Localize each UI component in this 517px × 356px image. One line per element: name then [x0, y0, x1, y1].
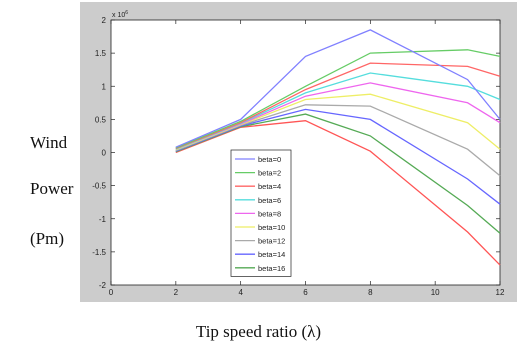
x-tick-label: 2 — [174, 288, 179, 297]
x-tick-label: 6 — [303, 288, 308, 297]
series-line-beta=14 — [175, 108, 501, 205]
series-line-beta=0 — [175, 29, 501, 148]
x-tick-label: 12 — [496, 288, 505, 297]
series-line-beta=2 — [175, 49, 501, 149]
legend-label: beta=14 — [258, 250, 285, 259]
y-axis-label-line-2: Power — [30, 179, 74, 198]
y-tick-label: -1 — [99, 215, 107, 224]
x-axis-label: Tip speed ratio (λ) — [195, 322, 322, 341]
legend-label: beta=8 — [258, 209, 281, 218]
x-tick-label: 10 — [431, 288, 440, 297]
legend-label: beta=10 — [258, 223, 285, 232]
legend-label: beta=16 — [258, 264, 285, 273]
y-tick-label: 0.5 — [95, 115, 107, 124]
x-tick-label: 0 — [109, 288, 114, 297]
y-tick-label: 1.5 — [95, 49, 107, 58]
y-axis-label-line-1: Wind — [30, 133, 68, 152]
legend-label: beta=2 — [258, 169, 281, 178]
y-axis-label-line-3: (Pm) — [30, 229, 64, 248]
y-tick-label: 0 — [102, 149, 107, 158]
legend-label: beta=0 — [258, 155, 281, 164]
y-tick-label: 1 — [102, 82, 107, 91]
legend-label: beta=12 — [258, 237, 285, 246]
line-chart: -2 -1.5 -1 -0.5 0 0.5 1 1.5 2 0 2 4 6 8 10 12 x 106 beta=… — [92, 10, 505, 297]
y-tick-label: -1.5 — [92, 248, 106, 257]
y-tick-label: -0.5 — [92, 182, 106, 191]
plot-area — [110, 19, 501, 286]
y-tick-label: 2 — [102, 16, 107, 25]
x-tick-label: 4 — [238, 288, 243, 297]
x-tick-label: 8 — [368, 288, 373, 297]
y-exponent-label: x 106 — [112, 10, 128, 19]
series-line-beta=4 — [175, 62, 501, 150]
legend-label: beta=6 — [258, 196, 281, 205]
legend-label: beta=4 — [258, 182, 281, 191]
figure-background: -2 -1.5 -1 -0.5 0 0.5 1 1.5 2 0 2 4 6 8 10 12 x 106 beta=… — [80, 2, 517, 302]
y-tick-label: -2 — [99, 281, 107, 290]
